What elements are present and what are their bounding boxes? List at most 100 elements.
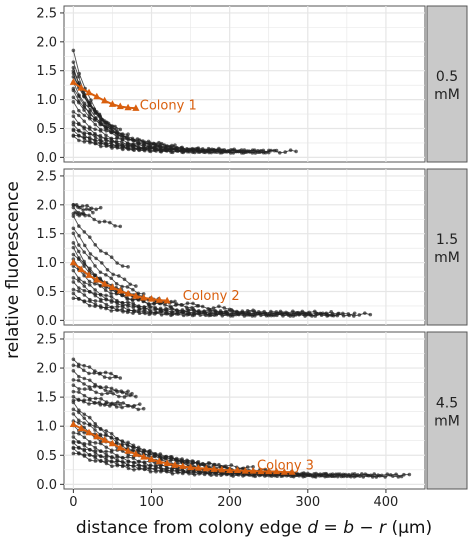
series-point: [81, 399, 86, 404]
series-point: [71, 264, 76, 268]
series-point: [134, 284, 138, 288]
facet-strip-unit: mM: [434, 414, 460, 430]
highlight-point: [124, 103, 132, 111]
series-point: [131, 456, 136, 460]
highlight-point: [218, 465, 226, 473]
series-point: [201, 311, 206, 316]
series-point: [102, 219, 107, 224]
series-point: [88, 289, 92, 294]
highlight-point: [210, 465, 218, 472]
series-point: [195, 304, 200, 308]
series-point: [82, 132, 87, 137]
series-point: [99, 449, 103, 453]
series-point: [147, 451, 152, 456]
series-point: [363, 311, 367, 315]
series-point: [82, 421, 86, 425]
series-point: [110, 464, 114, 468]
series-point: [361, 475, 366, 479]
series-point: [87, 453, 92, 457]
series-point: [102, 403, 107, 407]
series-point: [207, 313, 211, 318]
series-point: [402, 472, 406, 477]
series-point: [136, 309, 141, 314]
series-point: [179, 303, 183, 307]
series-point: [158, 310, 162, 314]
series-point: [82, 299, 87, 304]
highlight-point: [140, 293, 148, 301]
series-point: [87, 283, 92, 287]
series-point: [114, 139, 119, 144]
series-point: [136, 448, 140, 453]
series-point: [115, 459, 119, 464]
series-point: [131, 445, 135, 449]
series-point: [71, 412, 76, 416]
series-point: [121, 463, 125, 468]
series-point: [181, 313, 186, 318]
series-point: [245, 465, 250, 469]
series-point: [82, 280, 87, 285]
series-curves: [71, 48, 298, 155]
series-point: [126, 455, 130, 459]
series-point: [250, 314, 255, 318]
series-point: [104, 449, 108, 454]
series-point: [85, 203, 89, 208]
x-axis: 0 100 200 300 400: [69, 489, 398, 510]
highlight-point: [116, 286, 124, 294]
series-point: [76, 421, 81, 425]
series-point: [115, 436, 119, 441]
series-point: [142, 310, 146, 314]
series-point: [92, 371, 97, 375]
series-point: [125, 442, 130, 447]
series-point: [186, 308, 191, 313]
series-point: [352, 311, 357, 316]
series-point: [71, 383, 76, 387]
series-point: [115, 146, 120, 150]
series-point: [84, 207, 89, 211]
series-point: [82, 435, 87, 440]
series-point: [71, 252, 76, 257]
series-point: [369, 473, 373, 478]
series-point: [115, 304, 120, 309]
series-point: [115, 301, 120, 306]
x-tick-label: 100: [139, 495, 164, 510]
series-point: [407, 472, 412, 477]
series-point: [94, 390, 98, 395]
series-point: [71, 394, 76, 399]
series-point: [191, 469, 196, 474]
series-point: [337, 311, 341, 316]
series-point: [93, 264, 97, 268]
series-point: [77, 129, 81, 133]
series-point: [97, 220, 102, 224]
series-point: [357, 474, 362, 478]
series-point: [93, 282, 97, 286]
series-point: [126, 136, 130, 141]
series-point: [274, 148, 279, 153]
series-point: [71, 128, 76, 133]
series-point: [80, 204, 85, 208]
series-point: [368, 312, 373, 317]
series-point: [93, 135, 98, 140]
highlight-point: [132, 104, 140, 111]
facet-strip-label: 1.5: [436, 232, 458, 248]
series-point: [132, 467, 136, 472]
series-point: [82, 243, 87, 248]
series-point: [77, 289, 81, 293]
highlight-point: [272, 467, 281, 475]
series-point: [104, 385, 108, 389]
highlight-point: [101, 279, 109, 287]
series-point: [71, 291, 76, 296]
highlight-point: [69, 78, 77, 85]
series-point: [71, 88, 76, 93]
series-point: [191, 301, 195, 306]
series-point: [335, 474, 340, 479]
series-point: [120, 147, 125, 152]
series-point: [153, 147, 158, 152]
series-point: [81, 208, 85, 212]
series-point: [261, 311, 265, 316]
series-point: [236, 149, 240, 154]
series-point: [87, 235, 92, 239]
series-point: [82, 126, 86, 131]
series-point: [87, 256, 92, 260]
series-point: [104, 293, 108, 298]
series-point: [71, 440, 76, 445]
